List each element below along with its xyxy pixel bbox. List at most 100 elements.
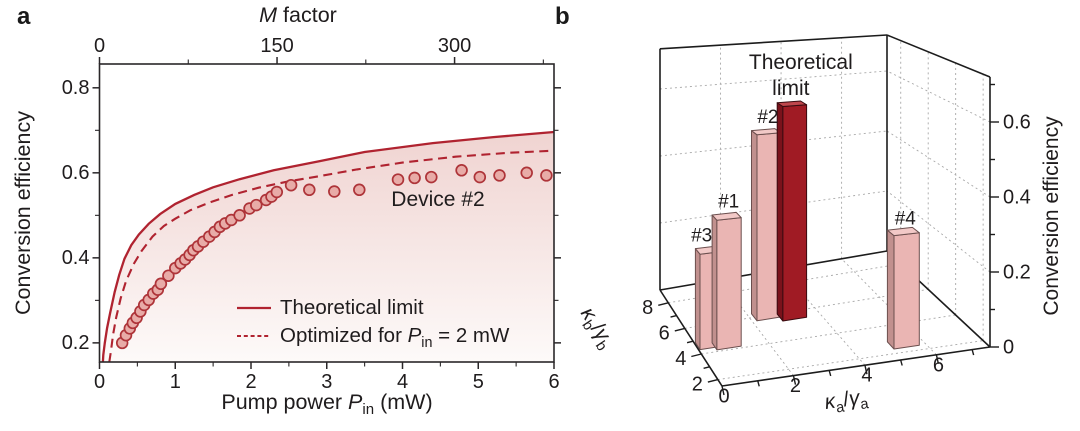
z-tick-label: 0.6 [1003,112,1031,134]
top-tick-label: 300 [438,35,471,57]
device2-data-point [391,173,405,186]
device2-data-point [233,209,246,222]
device2-data-point [540,169,553,182]
bar-side-face [886,229,895,350]
ka-tick-label: 4 [861,365,872,387]
kb-minor-tick [686,340,694,344]
bar-side-face [776,102,784,322]
bar-front-face [716,217,742,351]
ka-minor-tick [899,359,903,366]
right-wall-z-gridline [886,130,991,198]
kb-minor-tick [703,366,710,369]
device2-data-point [303,183,316,197]
bar-front-face [782,104,808,322]
z-axis-title: Conversion efficiency [1040,116,1063,316]
bar-side-face [694,248,701,351]
right-wall-z-gridline [886,70,991,123]
kb-major-tick [691,353,702,358]
bar-label: #3 [691,225,712,246]
x-tick-label: 1 [170,371,181,393]
x-tick-label: 4 [397,371,408,393]
legend-label-optimized: Optimized for Pin = 2 mW [280,324,510,351]
left-wall-z-gridline [659,130,888,157]
kb-axis-line [659,289,723,387]
device2-data-point [408,171,421,185]
z-tick-label: 0.2 [1003,262,1031,284]
bar-front-face [893,232,920,350]
y-tick-label: 0.4 [62,247,90,269]
y-tick-label: 0.2 [62,332,90,354]
device2-data-point [250,198,263,212]
ka-tick-label: 6 [933,354,944,376]
kb-major-tick [707,378,719,383]
kb-tick-label: 4 [675,348,686,370]
theoretical-limit-label: limit [772,77,809,100]
kb-major-tick [674,327,685,332]
kb-tick-label: 6 [659,322,670,344]
bar-label: #4 [895,209,917,230]
kb-minor-tick [670,314,677,318]
bar-top-face [711,211,742,221]
box-edge [886,34,991,78]
y-axis-title: Conversion efficiency [11,111,35,315]
kb-major-tick [658,302,669,306]
x-tick-label: 6 [548,371,559,393]
ka-minor-tick [971,349,975,356]
panel-a-label: a [17,3,31,30]
x-axis-title: Pump power Pin (mW) [221,390,432,418]
device2-annotation: Device #2 [391,188,484,211]
z-tick-label: 0 [1003,337,1014,359]
device2-data-point [493,169,506,182]
x-tick-label: 3 [321,371,332,393]
kb-axis-title: κb/γb [573,303,619,354]
bar-top-face [751,128,781,136]
theoretical-limit-fill [102,132,555,362]
bar-side-face [751,130,758,322]
device2-data-point [455,164,468,177]
y-tick-label: 0.8 [62,77,90,99]
device2-data-point [425,170,438,184]
device2-data-point [154,277,168,291]
theoretical-limit-curve [101,130,555,363]
ka-axis-title: κa/γa [823,385,870,418]
legend-label-theoretical: Theoretical limit [280,296,424,319]
box-edge [659,34,888,50]
x-tick-label: 5 [473,371,484,393]
ka-tick-label: 0 [718,386,729,408]
left-wall-z-gridline [659,190,888,224]
kb-tick-label: 8 [642,297,653,319]
bar-label: #2 [757,107,778,128]
device2-data-point [328,185,341,198]
top-tick-label: 0 [94,35,105,57]
ka-tick-label: 2 [790,375,801,397]
top-tick-label: 150 [260,35,293,57]
device2-data-point [284,178,298,192]
top-axis-title: M factor [259,3,337,27]
y-tick-label: 0.6 [62,162,90,184]
theoretical-limit-label: Theoretical [749,51,853,74]
device2-data-point [353,183,366,197]
ka-major-tick [792,375,797,385]
x-tick-label: 2 [245,371,256,393]
x-tick-label: 0 [94,371,105,393]
bar-label: #1 [718,192,739,213]
kb-tick-label: 2 [692,374,703,396]
ka-major-tick [864,365,868,375]
ka-major-tick [935,354,940,364]
device2-data-point [473,170,487,184]
device2-data-point [520,166,533,180]
device2-data-point [162,269,175,282]
ka-minor-tick [828,370,832,377]
floor-kb-gridline [668,263,901,304]
ka-minor-tick [757,380,760,387]
device2-data-point [270,185,284,199]
bar-top-face [886,226,920,237]
bar-top-face [776,100,808,107]
ka-major-tick [721,385,725,396]
z-tick-label: 0.4 [1003,187,1031,209]
right-wall-z-gridline [886,190,991,273]
ka-axis-line [721,346,991,387]
